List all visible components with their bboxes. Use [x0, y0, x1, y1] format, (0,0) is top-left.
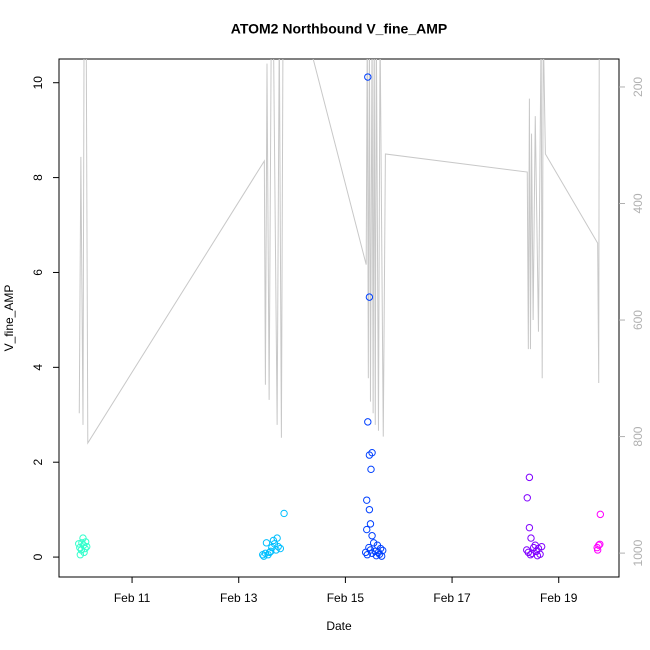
point: [593, 543, 601, 552]
point: [276, 544, 285, 553]
point: [262, 539, 271, 547]
y2-tick-label: 400: [631, 193, 645, 213]
y-tick-label: 6: [31, 269, 45, 276]
point: [267, 547, 275, 556]
y-tick-label: 10: [31, 76, 45, 90]
point: [364, 73, 372, 81]
point: [526, 551, 535, 559]
point: [537, 542, 546, 551]
y-tick-label: 8: [31, 174, 45, 181]
x-tick-label: Feb 17: [433, 591, 471, 605]
x-tick-label: Feb 13: [220, 591, 258, 605]
chart-title: ATOM2 Northbound V_fine_AMP: [231, 21, 447, 37]
point: [524, 548, 533, 557]
point: [75, 540, 83, 548]
point: [379, 546, 387, 555]
point: [365, 293, 374, 301]
point: [525, 523, 534, 532]
x-tick-label: Feb 15: [327, 591, 365, 605]
y2-tick-label: 600: [631, 310, 645, 330]
y2-tick-label: 1000: [631, 539, 645, 566]
point: [366, 520, 375, 528]
point: [363, 496, 371, 504]
point: [76, 551, 85, 559]
point: [269, 536, 278, 545]
y-axis-label: V_fine_AMP: [2, 285, 16, 352]
point: [369, 539, 378, 547]
point: [364, 418, 372, 426]
point: [596, 510, 605, 519]
point: [368, 449, 376, 457]
point: [274, 542, 282, 551]
point: [368, 532, 376, 540]
point: [523, 494, 531, 502]
point: [363, 525, 371, 534]
plot-box: [58, 58, 620, 578]
point: [525, 473, 534, 482]
y-tick-label: 4: [31, 364, 45, 371]
y2-tick-label: 800: [631, 426, 645, 446]
point: [265, 548, 274, 557]
point: [527, 534, 535, 542]
x-tick-label: Feb 11: [114, 591, 151, 605]
point: [377, 552, 386, 560]
point: [367, 465, 375, 474]
point: [376, 544, 385, 553]
y-tick-label: 2: [31, 459, 45, 466]
x-tick-label: Feb 19: [540, 591, 578, 605]
point: [273, 534, 281, 542]
point: [280, 509, 288, 518]
point: [81, 538, 90, 546]
point: [83, 542, 91, 551]
y2-tick-label: 200: [631, 77, 645, 97]
plot-area: [75, 59, 605, 560]
depth-line: [78, 59, 600, 445]
y-tick-label: 0: [31, 553, 45, 560]
x-axis-label: Date: [326, 619, 352, 633]
point: [536, 550, 544, 558]
point: [365, 505, 374, 514]
